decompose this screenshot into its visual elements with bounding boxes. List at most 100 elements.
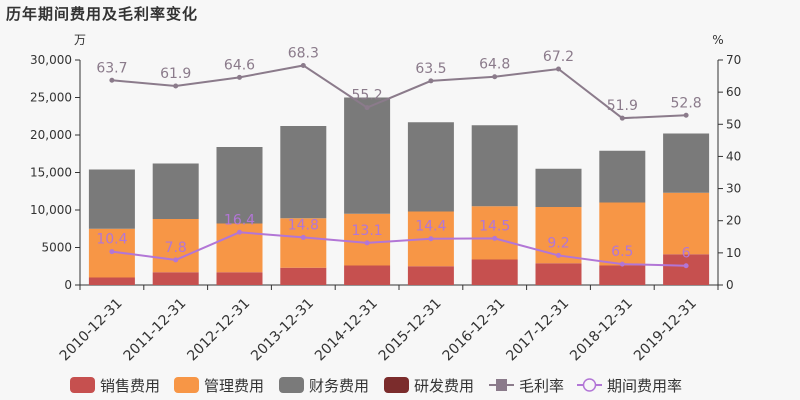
- legend-label: 研发费用: [414, 377, 474, 395]
- bar: [88, 169, 135, 229]
- legend-label: 财务费用: [309, 377, 369, 395]
- y-right-tick-label: 20: [726, 214, 741, 228]
- line-point: [109, 77, 115, 83]
- bar: [535, 263, 582, 285]
- line-point: [492, 74, 498, 80]
- bar: [471, 259, 518, 285]
- bar: [152, 272, 199, 285]
- data-label: 64.6: [224, 57, 255, 73]
- line-point: [300, 234, 306, 240]
- line-point: [173, 257, 179, 263]
- data-label: 13.1: [352, 223, 383, 239]
- x-tick-label: 2011-12-31: [121, 295, 190, 364]
- line-point: [237, 74, 242, 80]
- data-label: 52.8: [671, 95, 702, 111]
- bar: [280, 218, 327, 268]
- line-point: [428, 236, 434, 242]
- y-left-unit-label: 万: [74, 33, 86, 47]
- line-point: [683, 263, 689, 269]
- bar: [152, 219, 199, 273]
- bar: [471, 206, 518, 260]
- legend-label: 毛利率: [519, 377, 564, 395]
- x-tick-label: 2017-12-31: [503, 295, 572, 364]
- bar: [407, 266, 454, 285]
- y-right-unit-label: %: [712, 33, 723, 47]
- line-point: [300, 62, 306, 68]
- bar: [663, 133, 710, 193]
- legend-swatch: [279, 377, 304, 393]
- line-point: [364, 105, 370, 111]
- y-left-tick-label: 15,000: [30, 166, 72, 180]
- line-point: [173, 83, 179, 89]
- x-tick-label: 2016-12-31: [440, 295, 509, 364]
- y-left-tick-label: 5000: [41, 241, 72, 255]
- legend-swatch: [384, 377, 409, 393]
- bar: [663, 192, 710, 255]
- bar: [407, 122, 454, 212]
- bar: [216, 147, 263, 224]
- data-label: 16.4: [224, 212, 255, 228]
- y-right-tick-label: 40: [726, 149, 741, 163]
- data-label: 14.8: [288, 217, 319, 233]
- line-point: [428, 78, 434, 84]
- bar: [599, 150, 646, 203]
- legend-marker: [496, 379, 507, 391]
- data-label: 6.5: [611, 244, 633, 260]
- bar: [280, 267, 327, 285]
- data-label: 14.4: [415, 219, 446, 235]
- data-label: 67.2: [543, 49, 574, 65]
- y-left-tick-label: 25,000: [30, 91, 72, 105]
- bar: [216, 272, 263, 285]
- data-label: 68.3: [288, 45, 319, 61]
- line-point: [683, 112, 689, 118]
- data-label: 55.2: [352, 88, 383, 104]
- legend-label: 期间费用率: [607, 377, 682, 395]
- data-label: 63.5: [415, 61, 446, 77]
- bar: [88, 277, 135, 285]
- y-right-tick-label: 30: [726, 182, 741, 196]
- legend-swatch: [70, 377, 95, 393]
- bar: [280, 126, 327, 219]
- series-line: [111, 64, 687, 120]
- y-left-tick-label: 20,000: [30, 128, 72, 142]
- bar: [344, 97, 391, 214]
- data-label: 14.5: [479, 218, 510, 234]
- bar: [344, 213, 391, 266]
- y-right-tick-label: 70: [726, 53, 741, 67]
- bar: [344, 265, 391, 285]
- x-tick-label: 2015-12-31: [376, 295, 445, 364]
- data-label: 6: [682, 246, 691, 262]
- legend-label: 管理费用: [204, 377, 264, 395]
- data-label: 7.8: [165, 240, 187, 256]
- bar: [599, 265, 646, 285]
- y-right-tick-label: 10: [726, 246, 741, 260]
- chart-title: 历年期间费用及毛利率变化: [6, 5, 199, 23]
- data-label: 10.4: [96, 232, 127, 248]
- line-point: [556, 66, 561, 72]
- line-point: [619, 115, 625, 121]
- line-point: [364, 240, 370, 246]
- y-right-tick-label: 0: [726, 278, 734, 292]
- data-label: 9.2: [547, 235, 569, 251]
- data-label: 64.8: [479, 57, 510, 73]
- x-tick-label: 2019-12-31: [631, 295, 700, 364]
- line-point: [237, 229, 242, 235]
- bar: [599, 202, 646, 266]
- y-left-tick-label: 10,000: [30, 203, 72, 217]
- legend-marker: [582, 378, 597, 392]
- series-line: [111, 231, 687, 267]
- data-label: 51.9: [607, 98, 638, 114]
- x-tick-label: 2012-12-31: [184, 295, 253, 364]
- y-left-tick-label: 30,000: [30, 53, 72, 67]
- line-point: [492, 235, 498, 241]
- bar: [471, 125, 518, 207]
- x-tick-label: 2018-12-31: [567, 295, 636, 364]
- data-label: 63.7: [96, 60, 127, 76]
- x-tick-label: 2014-12-31: [312, 295, 381, 364]
- legend-swatch: [174, 377, 199, 393]
- data-label: 61.9: [160, 66, 191, 82]
- x-tick-label: 2010-12-31: [57, 295, 126, 364]
- bar: [152, 163, 199, 219]
